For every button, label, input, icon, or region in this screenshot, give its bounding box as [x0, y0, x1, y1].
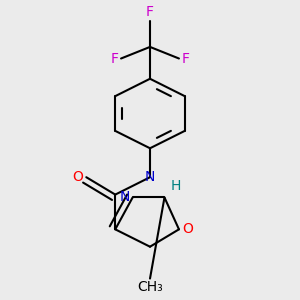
Text: O: O	[182, 222, 193, 236]
Text: F: F	[146, 5, 154, 20]
Text: N: N	[119, 190, 130, 205]
Text: H: H	[170, 179, 181, 193]
Text: O: O	[73, 170, 83, 184]
Text: F: F	[110, 52, 118, 65]
Text: N: N	[145, 170, 155, 184]
Text: F: F	[182, 52, 190, 65]
Text: CH₃: CH₃	[137, 280, 163, 294]
